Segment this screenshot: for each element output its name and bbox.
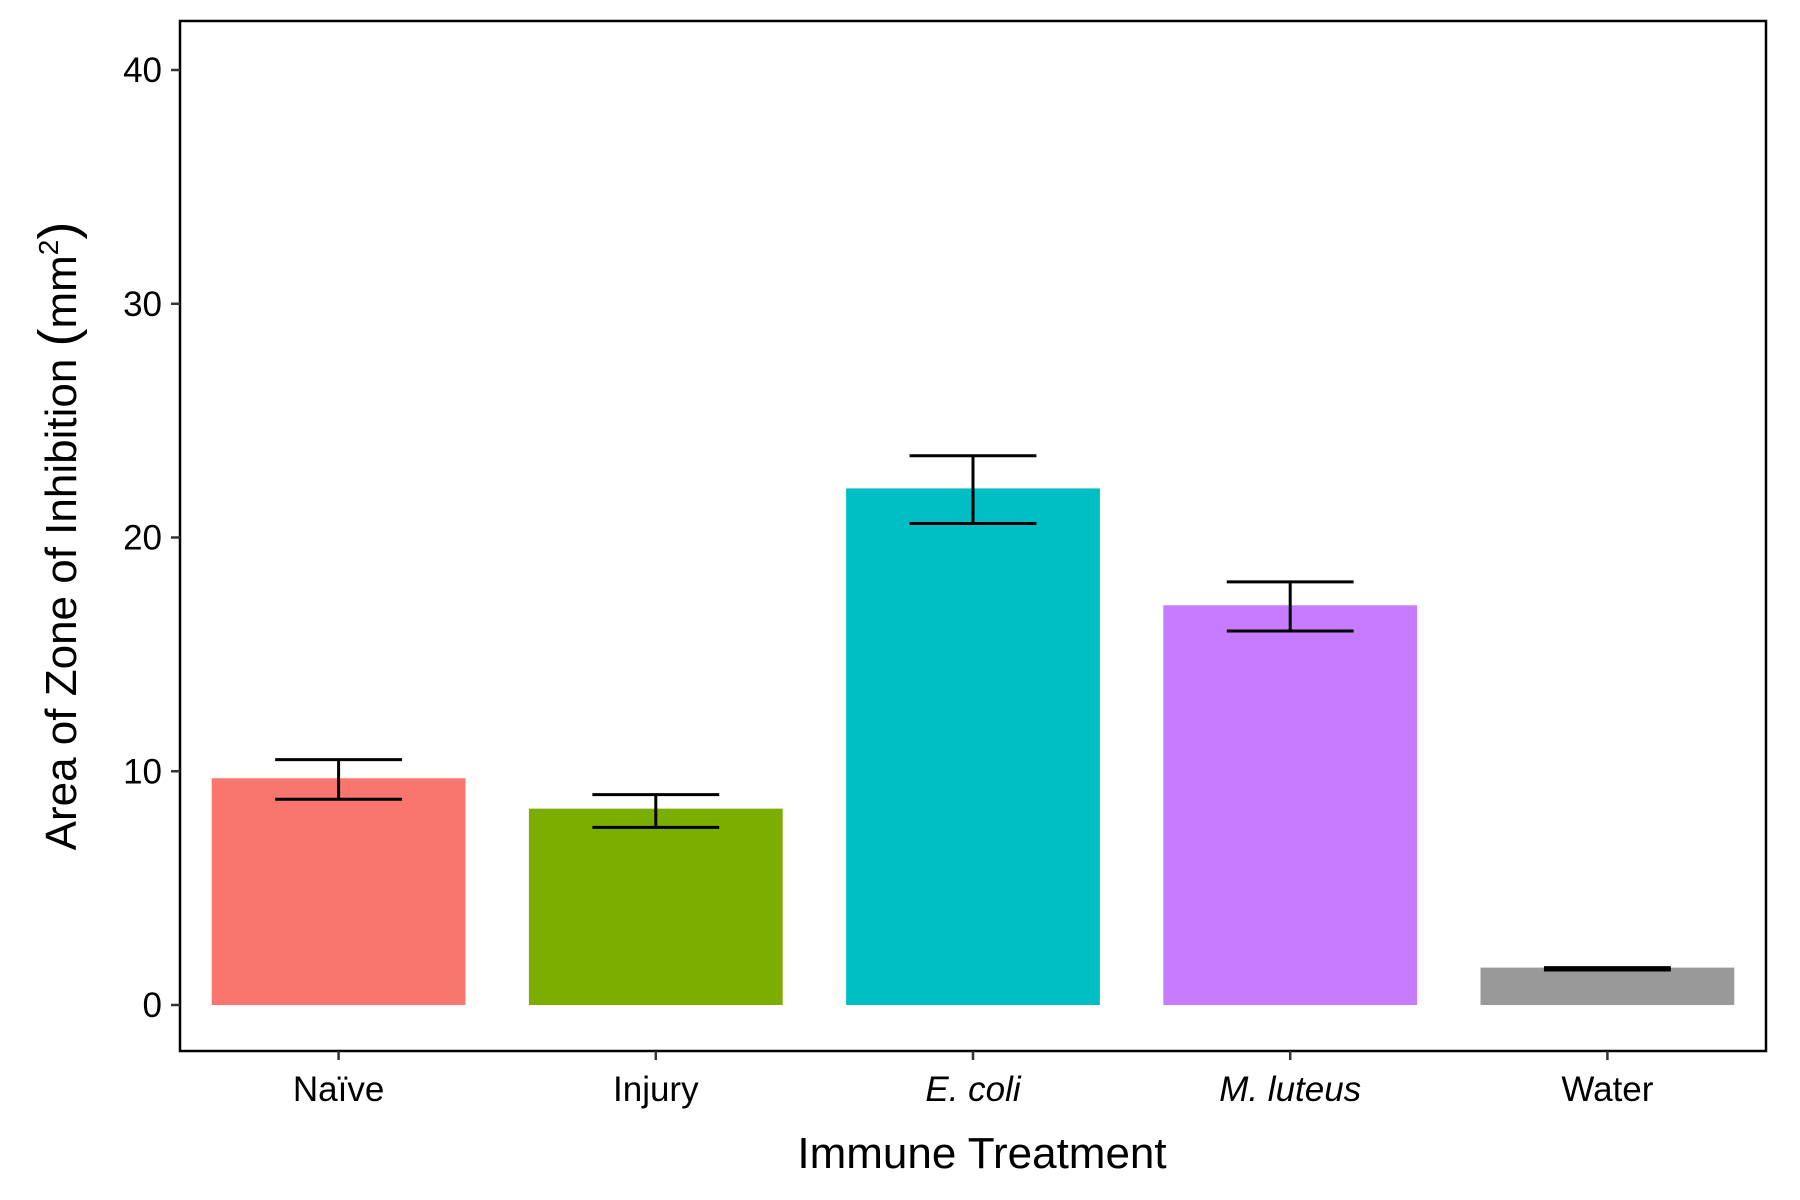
bar-1 <box>528 808 783 1005</box>
x-tick-label-4: Water <box>1561 1070 1653 1109</box>
bar-3 <box>1163 605 1418 1005</box>
x-axis-title: Immune Treatment <box>797 1129 1166 1178</box>
x-tick-label-1: Injury <box>613 1070 699 1109</box>
y-axis: 0 10 20 30 40 <box>123 51 180 1025</box>
x-axis: Naïve Injury E. coli M. luteus Water <box>293 1051 1654 1109</box>
bar-2 <box>846 488 1100 1006</box>
y-axis-title-paren-close: ) <box>28 222 88 240</box>
y-axis-title-text: Area of Zone of Inhibition <box>37 346 86 850</box>
y-axis-title-superscript: 2 <box>33 240 64 256</box>
x-tick-label-2: E. coli <box>925 1070 1022 1109</box>
y-tick-label-1: 10 <box>123 752 162 791</box>
y-tick-label-3: 30 <box>123 285 162 324</box>
y-tick-label-4: 40 <box>123 51 162 90</box>
bars-layer <box>211 488 1735 1006</box>
bar-0 <box>211 778 466 1005</box>
error-bars-layer <box>275 454 1671 972</box>
x-tick-label-3: M. luteus <box>1219 1070 1361 1109</box>
x-tick-label-0: Naïve <box>293 1070 384 1109</box>
y-tick-label-0: 0 <box>143 986 162 1025</box>
y-tick-label-2: 20 <box>123 519 162 558</box>
bar-4 <box>1480 967 1735 1005</box>
y-axis-title-unit: mm <box>37 255 86 328</box>
y-axis-title: Area of Zone of Inhibition (mm2) <box>28 222 88 851</box>
y-axis-title-paren-open: ( <box>28 328 88 346</box>
